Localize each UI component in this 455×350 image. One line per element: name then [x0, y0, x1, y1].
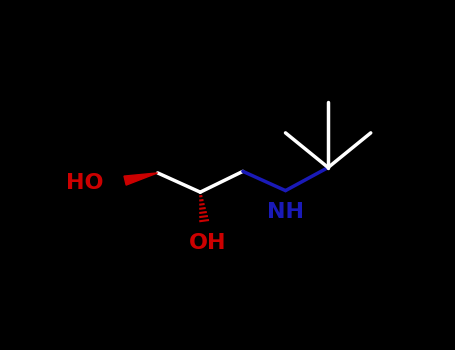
Polygon shape [124, 173, 157, 185]
Text: NH: NH [267, 202, 304, 222]
Text: HO: HO [66, 173, 103, 193]
Text: OH: OH [189, 233, 227, 253]
